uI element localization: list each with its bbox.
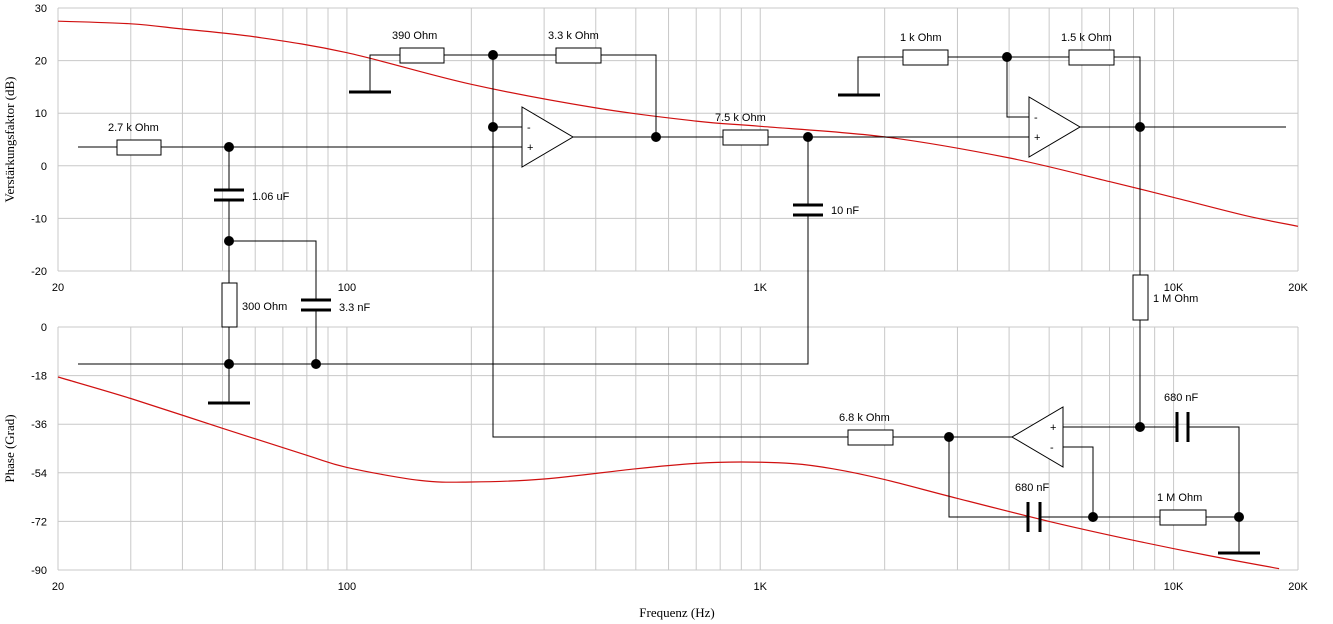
grid [57,7,1299,571]
phase-y-tick-label: -90 [31,565,47,577]
phase-y-tick-label: 0 [41,322,47,334]
gain-x-tick-label: 10K [1164,282,1184,294]
label-r-return: 6.8 k Ohm [839,412,890,424]
response-curves [57,20,1299,570]
junction-dot [311,359,321,369]
junction-dot [488,50,498,60]
label-r-gain1-feedback: 3.3 k Ohm [548,30,599,42]
resistor [902,49,949,66]
junction-dot [1135,122,1145,132]
capacitor [214,188,244,202]
phase-axis-title: Phase (Grad) [2,414,17,482]
opamp-plus-sign: + [1034,132,1040,144]
opamp-minus-sign: - [1034,112,1038,124]
label-r-bias: 1 M Ohm [1153,293,1198,305]
label-r-load: 1 M Ohm [1157,492,1202,504]
gain-x-tick-label: 100 [338,282,356,294]
phase-x-tick-label: 20 [52,581,64,593]
gain-y-tick-label: -10 [31,213,47,225]
wire [78,137,809,365]
junction-dot [224,236,234,246]
gain-axis-title: Verstärkungsfaktor (dB) [2,77,17,203]
capacitor [301,298,331,312]
resistor [1132,274,1149,321]
wire [228,147,317,403]
phase-x-tick-label: 10K [1164,581,1184,593]
junction-dot [1234,512,1244,522]
resistor [847,429,894,446]
label-r-gain2-feedback: 1.5 k Ohm [1061,32,1112,44]
phase-y-tick-label: -36 [31,419,47,431]
capacitor [1026,502,1042,532]
opamp [1028,96,1081,158]
circuit-schematic: - + - + + - 2.7 k Ohm 1.06 uF 300 Ohm 3.… [78,30,1286,555]
capacitor [1175,412,1190,442]
phase-response-curve [57,376,1280,570]
phase-y-tick-label: -54 [31,468,47,480]
gain-x-tick-label: 1K [754,282,768,294]
resistor [722,129,769,146]
gain-y-tick-label: 20 [35,56,47,68]
junction-dots [224,50,1244,522]
phase-x-tick-label: 1K [754,581,768,593]
opamp-minus-sign: - [1050,442,1054,454]
junction-dot [1135,422,1145,432]
resistor [221,282,238,328]
label-c-return: 680 nF [1015,482,1050,494]
junction-dot [1088,512,1098,522]
resistor [116,139,162,156]
label-r-series: 7.5 k Ohm [715,112,766,124]
junction-dot [224,359,234,369]
junction-dot [1002,52,1012,62]
label-c-coupling: 1.06 uF [252,191,290,203]
label-c-out: 680 nF [1164,392,1199,404]
phase-x-tick-label: 20K [1288,581,1308,593]
junction-dot [651,132,661,142]
label-r-shunt: 300 Ohm [242,301,287,313]
label-r-gain2-ground: 1 k Ohm [900,32,942,44]
resistor [399,47,445,64]
opamp [1011,406,1064,468]
capacitor [793,203,823,217]
phase-x-tick-label: 100 [338,581,356,593]
gain-response-curve [57,20,1299,227]
opamp-minus-sign: - [527,122,531,134]
label-c-filter: 10 nF [831,205,859,217]
label-r-in: 2.7 k Ohm [108,122,159,134]
resistor [1068,49,1115,66]
gain-x-tick-label: 20K [1288,282,1308,294]
opamp [521,106,574,168]
label-r-gain1-ground: 390 Ohm [392,30,437,42]
gain-y-tick-label: 10 [35,108,47,120]
frequency-axis-title: Frequenz (Hz) [639,605,714,620]
wire [369,54,848,438]
opamp-plus-sign: + [1050,422,1056,434]
resistor [555,47,602,64]
resistor [1159,509,1207,526]
junction-dot [224,142,234,152]
wire [893,436,1239,518]
gain-x-tick-label: 20 [52,282,64,294]
phase-y-tick-label: -72 [31,516,47,528]
phase-y-tick-label: -18 [31,371,47,383]
junction-dot [803,132,813,142]
opamp-plus-sign: + [527,142,533,154]
gain-y-tick-label: -20 [31,266,47,278]
label-c-shunt: 3.3 nF [339,302,370,314]
gain-y-tick-label: 0 [41,161,47,173]
junction-dot [488,122,498,132]
junction-dot [944,432,954,442]
gain-y-tick-label: 30 [35,3,47,15]
